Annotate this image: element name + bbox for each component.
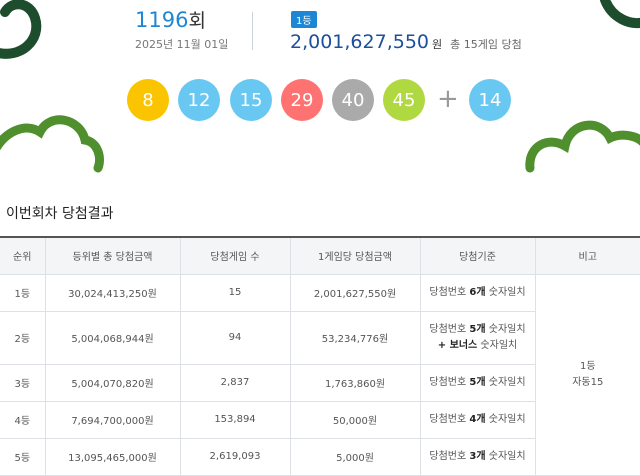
criteria-text: 당첨번호 xyxy=(429,413,467,425)
prize: 2,001,627,550 원 총 15게임 당첨 xyxy=(290,31,522,53)
criteria-text: 4개 xyxy=(469,413,486,425)
cell: 1,763,860원 xyxy=(289,363,421,402)
cell: 30,024,413,250원 xyxy=(44,273,181,312)
criteria-cell: 당첨번호 4개 숫자일치 xyxy=(419,400,536,439)
criteria-text: 6개 xyxy=(469,286,486,298)
column-header: 비고 xyxy=(534,236,640,275)
column-header: 당첨기준 xyxy=(419,236,536,275)
cell: 53,234,776원 xyxy=(289,310,421,365)
criteria-text: 숫자일치 xyxy=(480,339,518,351)
cell: 50,000원 xyxy=(289,400,421,439)
results-table: 순위 등위별 총 당첨금액 당첨게임 수 1게임당 당첨금액 당첨기준 비고 1등 30,0… xyxy=(0,236,640,476)
criteria-text: + 보너스 xyxy=(437,339,478,351)
column-header: 당첨게임 수 xyxy=(179,236,291,275)
criteria-text: 3개 xyxy=(469,450,486,462)
leaf-shapes xyxy=(0,0,640,173)
cell: 153,894 xyxy=(179,400,291,439)
cell: 2,837 xyxy=(179,363,291,402)
criteria-line: 당첨번호 5개 숫자일치 xyxy=(422,375,534,391)
cell: 2,619,093 xyxy=(179,437,291,476)
criteria-text: 숫자일치 xyxy=(488,323,526,335)
table-row: 4등 7,694,700,000원 153,894 50,000원 당첨번호 4개 숫자… xyxy=(0,400,640,439)
cell: 3등 xyxy=(0,363,46,402)
column-header: 등위별 총 당첨금액 xyxy=(44,236,181,275)
criteria-text: 숫자일치 xyxy=(488,450,526,462)
criteria-text: 숫자일치 xyxy=(488,376,526,388)
cell: 4등 xyxy=(0,400,46,439)
criteria-line: 당첨번호 4개 숫자일치 xyxy=(422,412,534,428)
ball: 45 xyxy=(383,79,425,121)
criteria-text: 5개 xyxy=(469,376,486,388)
table-body: 1등 30,024,413,250원 15 2,001,627,550원 당첨번호 6개… xyxy=(0,273,640,476)
prize-amount: 2,001,627,550 xyxy=(290,31,430,53)
cell: 2,001,627,550원 xyxy=(289,273,421,312)
ball: 15 xyxy=(230,79,272,121)
round-number: 1196 xyxy=(135,8,189,32)
header-row: 순위 등위별 총 당첨금액 당첨게임 수 1게임당 당첨금액 당첨기준 비고 xyxy=(0,236,640,275)
ball: 40 xyxy=(332,79,374,121)
criteria-text: 당첨번호 xyxy=(429,450,467,462)
cell: 94 xyxy=(179,310,291,365)
note-line: 1등 xyxy=(579,360,596,372)
criteria-cell: 당첨번호 5개 숫자일치 xyxy=(419,363,536,402)
criteria-text: 당첨번호 xyxy=(429,323,467,335)
cell: 2등 xyxy=(0,310,46,365)
cell: 15 xyxy=(179,273,291,312)
prize-unit: 원 xyxy=(432,38,443,51)
round-unit: 회 xyxy=(188,10,206,32)
criteria-line: 당첨번호 5개 숫자일치 xyxy=(422,322,534,338)
decoration xyxy=(0,0,640,173)
criteria-line: + 보너스 숫자일치 xyxy=(422,338,534,354)
divider xyxy=(252,12,253,50)
cell: 5,004,068,944원 xyxy=(44,310,181,365)
ball: 12 xyxy=(178,79,220,121)
ball: 8 xyxy=(127,79,169,121)
criteria-text: 5개 xyxy=(469,323,486,335)
criteria-text: 당첨번호 xyxy=(429,286,467,298)
plus-sign: + xyxy=(437,84,459,114)
winners-note: 총 15게임 당첨 xyxy=(450,38,522,51)
cell: 5,004,070,820원 xyxy=(44,363,181,402)
criteria-cell: 당첨번호 3개 숫자일치 xyxy=(419,437,536,476)
criteria-text: 당첨번호 xyxy=(429,376,467,388)
column-header: 순위 xyxy=(0,236,46,275)
cell: 5등 xyxy=(0,437,46,476)
cell: 1등 xyxy=(0,273,46,312)
round: 1196회 xyxy=(135,6,206,33)
table-row: 1등 30,024,413,250원 15 2,001,627,550원 당첨번호 6개… xyxy=(0,273,640,476)
bonus-ball: 14 xyxy=(469,79,511,121)
criteria-cell: 당첨번호 6개 숫자일치 xyxy=(419,273,536,312)
cell: 5,000원 xyxy=(289,437,421,476)
draw-date: 2025년 11월 01일 xyxy=(135,38,229,51)
cell: 13,095,465,000원 xyxy=(44,437,181,476)
ball: 29 xyxy=(281,79,323,121)
criteria-cell: 당첨번호 5개 숫자일치 + 보너스 숫자일치 xyxy=(419,310,536,365)
rank-badge: 1등 xyxy=(291,11,317,28)
criteria-line: 당첨번호 3개 숫자일치 xyxy=(422,449,534,465)
criteria-line: 당첨번호 6개 숫자일치 xyxy=(422,285,534,301)
note-line: 자동15 xyxy=(572,376,604,388)
column-header: 1게임당 당첨금액 xyxy=(289,236,421,275)
criteria-text: 숫자일치 xyxy=(488,286,526,298)
criteria-text: 숫자일치 xyxy=(488,413,526,425)
cell: 7,694,700,000원 xyxy=(44,400,181,439)
section-title: 이번회차 당첨결과 xyxy=(6,206,114,222)
